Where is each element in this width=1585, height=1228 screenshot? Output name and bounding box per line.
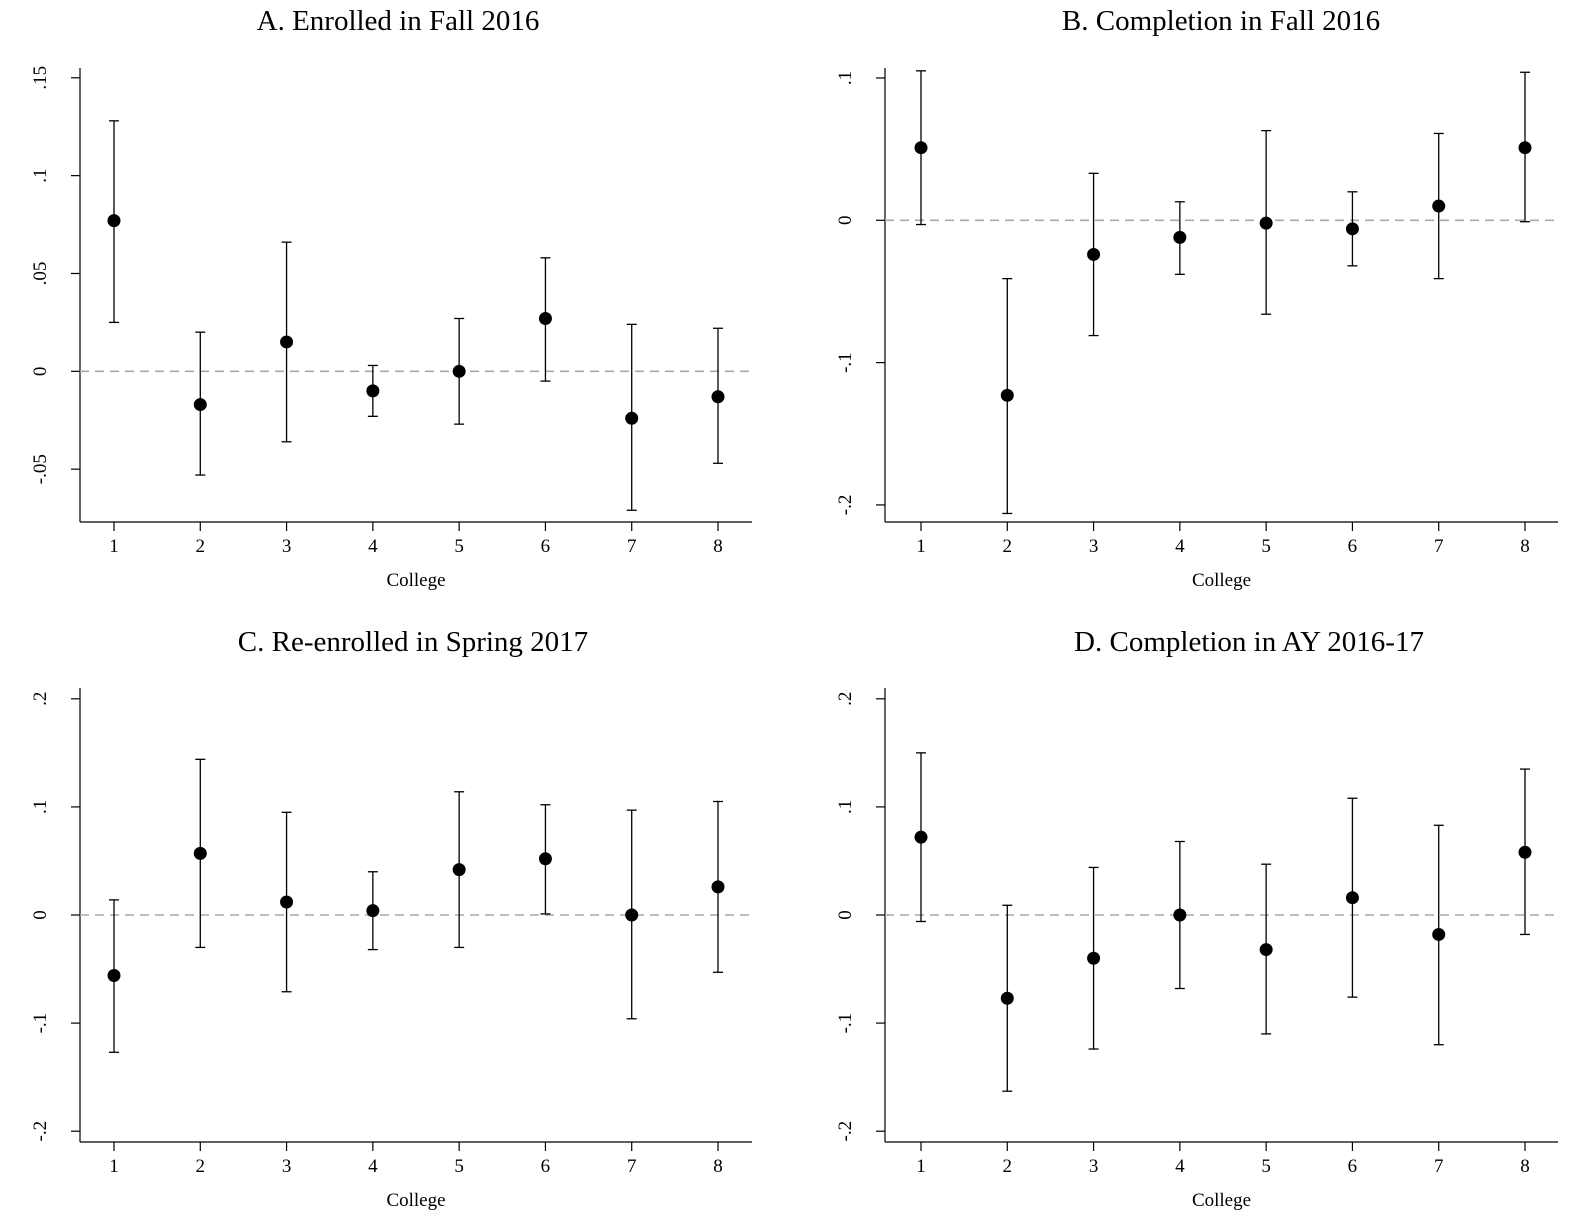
x-tick-label: 7: [1434, 536, 1444, 557]
point-estimate: [366, 904, 380, 918]
point-estimate: [452, 364, 466, 378]
y-tick-label: .2: [30, 692, 51, 706]
y-tick-label: -.2: [835, 495, 856, 516]
point-estimate: [1087, 247, 1101, 261]
x-axis-label: College: [386, 1190, 445, 1211]
point-estimate: [1259, 216, 1273, 230]
x-tick-label: 5: [1261, 536, 1271, 557]
point-estimate: [711, 390, 725, 404]
x-axis-label: College: [1192, 1190, 1251, 1211]
panel-b-title: B. Completion in Fall 2016: [1062, 5, 1380, 37]
point-estimate: [366, 384, 380, 398]
point-estimate: [1345, 222, 1359, 236]
point-estimate: [1173, 908, 1187, 922]
y-tick-label: -.2: [30, 1121, 51, 1142]
panel-a: A. Enrolled in Fall 2016 -.05 0 .05 .1 .15 1 2 3…: [30, 5, 752, 591]
y-tick-label: -.2: [835, 1121, 856, 1142]
panel-d: D. Completion in AY 2016-17 -.2 -.1 0 .1 .2 1 2…: [835, 626, 1558, 1211]
y-tick-label: .15: [30, 66, 51, 90]
x-tick-label: 6: [541, 536, 551, 557]
y-tick-label: -.1: [30, 1013, 51, 1034]
panel-b: B. Completion in Fall 2016 -.2 -.1 0 .1 1 2 3 4 5…: [835, 5, 1558, 591]
x-tick-label: 1: [109, 536, 119, 557]
y-tick-label: 0: [835, 910, 856, 920]
x-tick-label: 7: [627, 536, 637, 557]
y-tick-label: .1: [30, 800, 51, 814]
x-axis-label: College: [1192, 570, 1251, 591]
x-tick-label: 3: [282, 536, 292, 557]
x-tick-label: 6: [1348, 1156, 1358, 1177]
y-tick-label: .1: [30, 169, 51, 183]
point-estimate: [280, 895, 294, 909]
point-estimate: [1518, 141, 1532, 155]
y-tick-label: .05: [30, 262, 51, 286]
x-tick-label: 5: [1261, 1156, 1271, 1177]
point-estimate: [538, 852, 552, 866]
point-estimate: [1000, 991, 1014, 1005]
x-tick-label: 6: [1348, 536, 1358, 557]
x-tick-label: 2: [196, 1156, 206, 1177]
y-tick-label: 0: [835, 216, 856, 226]
point-estimate: [1000, 388, 1014, 402]
y-tick-label: .2: [835, 692, 856, 706]
x-axis-label: College: [386, 570, 445, 591]
x-tick-label: 2: [1003, 536, 1013, 557]
point-estimate: [107, 214, 121, 228]
point-estimate: [914, 141, 928, 155]
x-tick-label: 1: [916, 1156, 926, 1177]
point-estimate: [280, 335, 294, 349]
y-tick-label: .1: [835, 800, 856, 814]
y-tick-label: .1: [835, 71, 856, 85]
y-tick-label: -.1: [835, 1013, 856, 1034]
x-tick-label: 8: [713, 1156, 723, 1177]
x-tick-label: 3: [1089, 536, 1099, 557]
y-tick-label: 0: [30, 910, 51, 920]
point-estimate: [1518, 845, 1532, 859]
point-estimate: [625, 411, 639, 425]
x-tick-label: 8: [713, 536, 723, 557]
panel-a-title: A. Enrolled in Fall 2016: [257, 5, 540, 37]
x-tick-label: 1: [109, 1156, 119, 1177]
point-estimate: [193, 846, 207, 860]
point-estimate: [193, 398, 207, 412]
y-tick-label: -.1: [835, 352, 856, 373]
x-tick-label: 2: [196, 536, 206, 557]
x-tick-label: 8: [1520, 536, 1530, 557]
x-tick-label: 7: [627, 1156, 637, 1177]
x-tick-label: 3: [1089, 1156, 1099, 1177]
x-tick-label: 5: [454, 1156, 464, 1177]
x-tick-label: 8: [1520, 1156, 1530, 1177]
panel-c: C. Re-enrolled in Spring 2017 -.2 -.1 0 .1 .2…: [30, 626, 752, 1211]
x-tick-label: 4: [1175, 1156, 1185, 1177]
x-tick-label: 5: [454, 536, 464, 557]
y-tick-label: -.05: [30, 454, 51, 484]
x-tick-label: 6: [541, 1156, 551, 1177]
point-estimate: [1432, 927, 1446, 941]
point-estimate: [1432, 199, 1446, 213]
x-tick-label: 4: [368, 536, 378, 557]
x-tick-label: 1: [916, 536, 926, 557]
point-estimate: [1259, 943, 1273, 957]
point-estimate: [107, 969, 121, 983]
point-estimate: [1173, 230, 1187, 244]
y-tick-label: 0: [30, 367, 51, 377]
point-estimate: [711, 880, 725, 894]
point-estimate: [452, 863, 466, 877]
panel-d-title: D. Completion in AY 2016-17: [1074, 626, 1424, 658]
x-tick-label: 4: [1175, 536, 1185, 557]
point-estimate: [538, 311, 552, 325]
x-tick-label: 4: [368, 1156, 378, 1177]
point-estimate: [914, 830, 928, 844]
panel-c-title: C. Re-enrolled in Spring 2017: [238, 626, 588, 658]
point-estimate: [625, 908, 639, 922]
x-tick-label: 3: [282, 1156, 292, 1177]
point-estimate: [1087, 951, 1101, 965]
x-tick-label: 2: [1003, 1156, 1013, 1177]
x-tick-label: 7: [1434, 1156, 1444, 1177]
point-estimate: [1345, 891, 1359, 905]
